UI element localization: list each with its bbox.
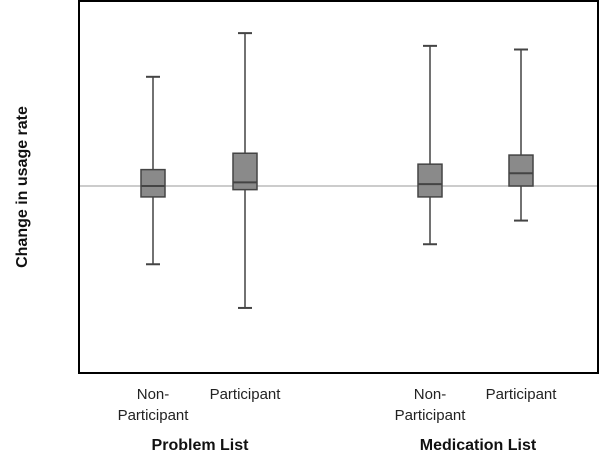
box-medication-nonparticipant [417,163,443,198]
group-label-medication-list: Medication List [420,437,537,454]
tick-label-problem-nonparticipant-line2: Participant [118,407,190,424]
box-problem-nonparticipant [140,168,166,198]
box-medication-participant [508,154,534,187]
tick-label-problem-nonparticipant-line1: Non- [137,386,170,403]
box-group [140,32,534,309]
tick-label-medication-participant: Participant [486,386,558,403]
group-label-problem-list: Problem List [152,437,250,454]
tick-label-medication-nonparticipant-line1: Non- [414,386,447,403]
y-axis-label: Change in usage rate [14,106,31,268]
tick-label-medication-nonparticipant-line2: Participant [395,407,467,424]
box-problem-participant [232,152,258,191]
tick-label-problem-participant: Participant [210,386,282,403]
